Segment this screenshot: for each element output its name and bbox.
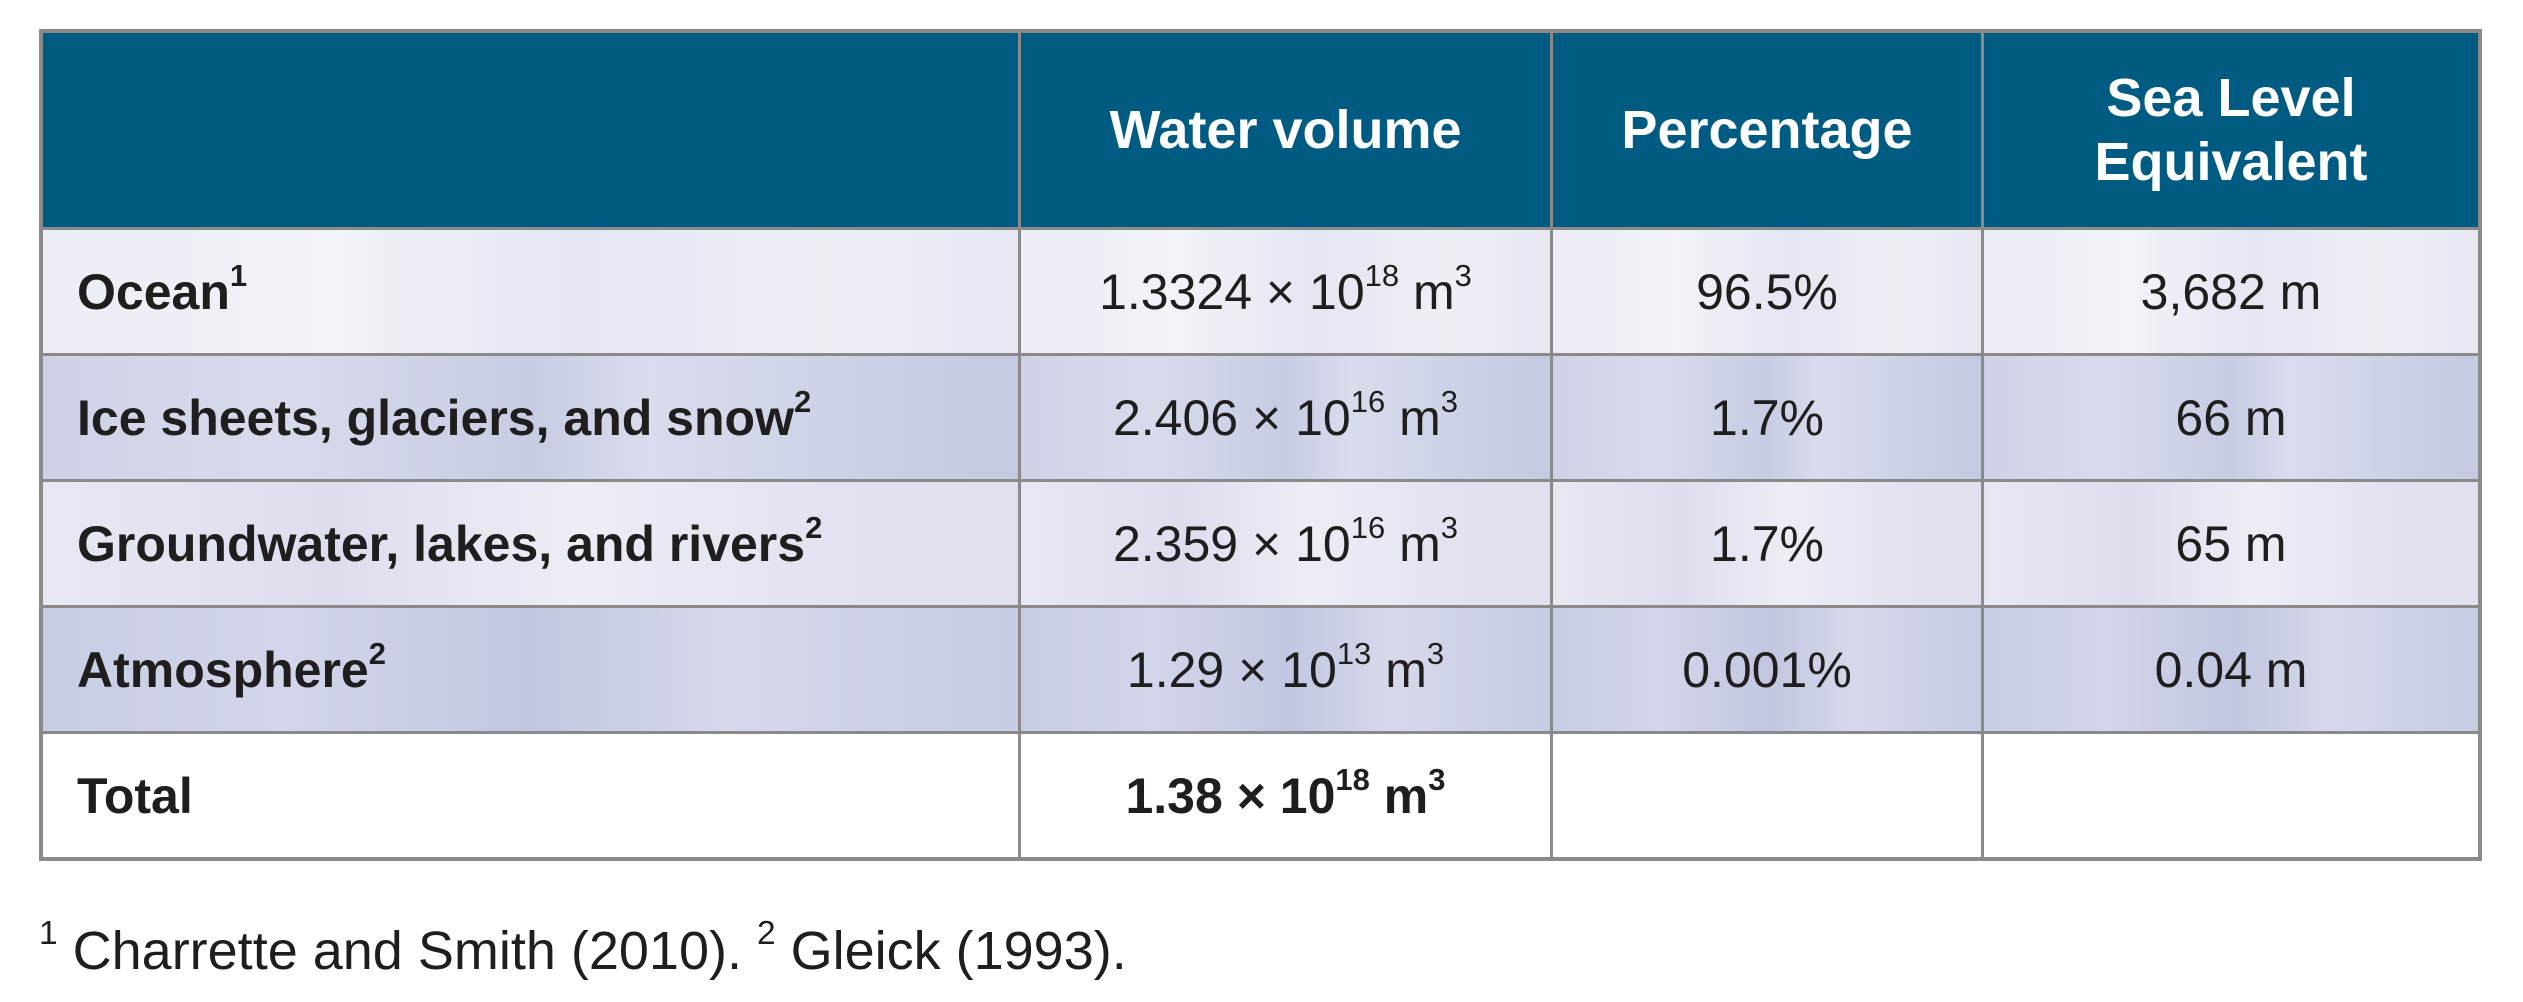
volume-mantissa: 2.406 × 10 (1112, 389, 1351, 446)
footnote-text-2: Gleick (1993). (775, 921, 1127, 981)
label-text: Ocean (77, 263, 230, 320)
water-distribution-table: Water volume Percentage Sea Level Equiva… (39, 29, 2482, 861)
table-row: Atmosphere2 1.29 × 1013 m3 0.001% 0.04 m (39, 605, 2482, 734)
footnote-ref: 2 (368, 635, 386, 671)
sea-level-cell: 65 m (1981, 479, 2482, 608)
sea-level-cell: 66 m (1981, 353, 2482, 482)
percentage-cell: 0.001% (1550, 605, 1984, 734)
table-row: Ice sheets, glaciers, and snow2 2.406 × … (39, 353, 2482, 482)
water-volume-cell: 2.406 × 1016 m3 (1018, 353, 1553, 482)
header-sea-level-line2: Equivalent (2094, 132, 2368, 192)
total-sea-level (1981, 731, 2482, 861)
footnote-number-2: 2 (756, 914, 776, 952)
sea-level-cell: 3,682 m (1981, 227, 2482, 356)
total-percentage (1550, 731, 1984, 861)
footnote-ref: 2 (793, 383, 812, 419)
header-row: Water volume Percentage Sea Level Equiva… (39, 29, 2482, 230)
header-percentage: Percentage (1550, 29, 1984, 230)
volume-unit: m (1371, 641, 1427, 698)
volume-unit: m (1385, 389, 1441, 446)
percentage-cell: 1.7% (1550, 353, 1984, 482)
volume-unit: m (1385, 515, 1441, 572)
label-text: Groundwater, lakes, and rivers (77, 515, 806, 572)
total-row: Total 1.38 × 1018 m3 (39, 731, 2482, 861)
volume-exponent: 13 (1336, 635, 1372, 671)
volume-mantissa: 2.359 × 10 (1112, 515, 1351, 572)
footnote-number-1: 1 (39, 914, 58, 952)
unit-exponent: 3 (1428, 761, 1446, 797)
footnote-ref: 1 (229, 257, 248, 293)
percentage-cell: 96.5% (1550, 227, 1984, 356)
row-label: Atmosphere2 (39, 605, 1021, 734)
row-label: Ice sheets, glaciers, and snow2 (39, 353, 1021, 482)
label-text: Atmosphere (77, 641, 369, 698)
unit-exponent: 3 (1440, 383, 1458, 419)
footnote: 1 Charrette and Smith (2010). 2 Gleick (… (39, 917, 1127, 982)
percentage-cell: 1.7% (1550, 479, 1984, 608)
water-volume-cell: 1.29 × 1013 m3 (1018, 605, 1553, 734)
header-category (39, 29, 1021, 230)
unit-exponent: 3 (1454, 257, 1472, 293)
header-water-volume: Water volume (1018, 29, 1553, 230)
unit-exponent: 3 (1440, 509, 1458, 545)
volume-unit: m (1399, 263, 1455, 320)
unit-exponent: 3 (1426, 635, 1445, 671)
total-label: Total (39, 731, 1021, 861)
footnote-ref: 2 (805, 509, 823, 545)
header-sea-level: Sea Level Equivalent (1981, 29, 2482, 230)
table-row: Groundwater, lakes, and rivers2 2.359 × … (39, 479, 2482, 608)
footnote-text-1: Charrette and Smith (2010). (57, 921, 757, 981)
water-volume-cell: 2.359 × 1016 m3 (1018, 479, 1553, 608)
row-label: Ocean1 (39, 227, 1021, 356)
total-water-volume: 1.38 × 1018 m3 (1018, 731, 1553, 861)
volume-exponent: 18 (1364, 257, 1400, 293)
header-sea-level-line1: Sea Level (2106, 68, 2356, 128)
label-text: Ice sheets, glaciers, and snow (77, 389, 794, 446)
volume-mantissa: 1.29 × 10 (1126, 641, 1337, 698)
volume-exponent: 16 (1350, 383, 1386, 419)
row-label: Groundwater, lakes, and rivers2 (39, 479, 1021, 608)
volume-exponent: 16 (1350, 509, 1386, 545)
table-row: Ocean1 1.3324 × 1018 m3 96.5% 3,682 m (39, 227, 2482, 356)
water-volume-cell: 1.3324 × 1018 m3 (1018, 227, 1553, 356)
volume-exponent: 18 (1335, 761, 1370, 797)
volume-mantissa: 1.3324 × 10 (1099, 263, 1365, 320)
volume-unit: m (1369, 767, 1429, 824)
sea-level-cell: 0.04 m (1981, 605, 2482, 734)
volume-mantissa: 1.38 × 10 (1125, 767, 1336, 824)
